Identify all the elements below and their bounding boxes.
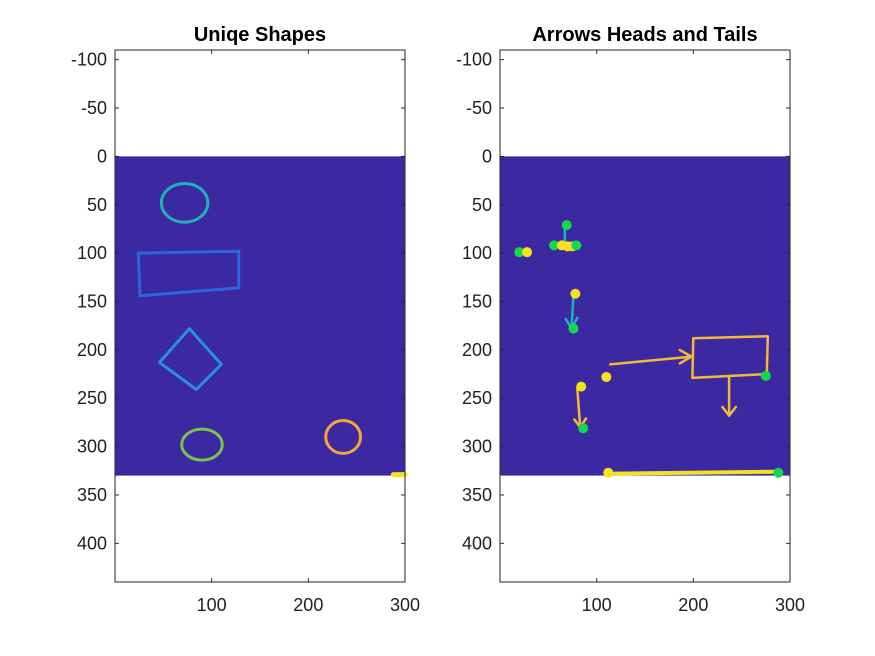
- y-tick-label: 100: [77, 243, 107, 263]
- y-tick-label: 150: [462, 291, 492, 311]
- y-tick-label: 300: [462, 437, 492, 457]
- chart-title: Uniqe Shapes: [194, 24, 326, 46]
- marker-10: [568, 323, 579, 334]
- marker-1: [514, 247, 525, 258]
- marker-2: [522, 247, 533, 258]
- y-tick-label: 300: [77, 437, 107, 457]
- marker-16: [773, 467, 784, 478]
- y-tick-label: 0: [482, 146, 492, 166]
- y-tick-label: 400: [462, 533, 492, 553]
- axes-frame: [114, 49, 406, 583]
- arrow-stroke-5: [608, 355, 693, 366]
- y-tick-label: 250: [462, 388, 492, 408]
- chart-title: Arrows Heads and Tails: [532, 24, 757, 46]
- marker-13: [576, 381, 587, 392]
- shape-rectangle: [136, 249, 241, 298]
- arrow-stroke-9: [721, 405, 738, 417]
- marker-3: [561, 220, 572, 231]
- shape-circle-orange: [324, 418, 363, 455]
- shape-circle-green: [180, 427, 224, 462]
- shape-circle: [159, 181, 210, 224]
- y-tick-label: 200: [77, 340, 107, 360]
- marker-4: [549, 240, 560, 251]
- marker-9: [570, 288, 581, 299]
- y-tick-label: 100: [462, 243, 492, 263]
- x-tick-label: 300: [775, 595, 805, 615]
- arrow-stroke-12: [606, 469, 778, 476]
- axes-2: -100 -50 0 50 100 150 200 250 300 350 400 100 200 300…: [456, 24, 805, 615]
- y-tick-label: -100: [456, 50, 492, 70]
- x-tick-label: 200: [678, 595, 708, 615]
- arrow-stroke-6: [678, 348, 693, 365]
- shape-diamond: [158, 327, 223, 391]
- y-tick-label: 400: [77, 533, 107, 553]
- image-background: [115, 156, 405, 476]
- y-tick-label: -50: [466, 98, 492, 118]
- y-tick-label: 0: [97, 146, 107, 166]
- y-tick-label: 200: [462, 340, 492, 360]
- arrow-stroke-10: [576, 387, 582, 429]
- marker-8: [571, 240, 582, 251]
- y-tick-label: 150: [77, 291, 107, 311]
- marker-14: [578, 423, 589, 434]
- y-tick-label: 350: [462, 485, 492, 505]
- marker-15: [603, 467, 614, 478]
- x-tick-label: 100: [582, 595, 612, 615]
- axes-frame: [499, 49, 791, 583]
- y-tick-label: 50: [472, 195, 492, 215]
- x-tick-label: 100: [197, 595, 227, 615]
- x-tick-label: 200: [293, 595, 323, 615]
- marker-12: [760, 370, 771, 381]
- y-tick-label: 350: [77, 485, 107, 505]
- axes-1: -100 -50 0 50 100 150 200 250 300 350 400 100 200 300…: [71, 24, 420, 615]
- arrow-stroke-3: [570, 293, 575, 330]
- image-background: [500, 156, 790, 476]
- y-tick-label: 250: [77, 388, 107, 408]
- y-tick-label: -100: [71, 50, 107, 70]
- x-tick-label: 300: [390, 595, 420, 615]
- y-tick-label: -50: [81, 98, 107, 118]
- y-tick-label: 50: [87, 195, 107, 215]
- marker-11: [601, 371, 612, 382]
